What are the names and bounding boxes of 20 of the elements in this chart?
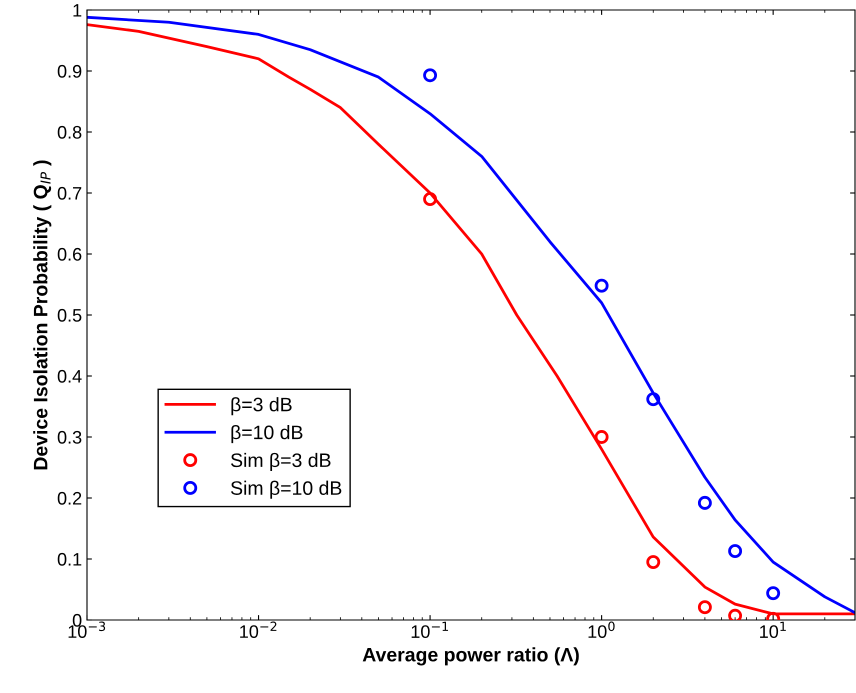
y-axis-title: Device Isolation Probability ( Q$_{IP}$ ) xyxy=(33,160,52,470)
y-tick-label: 1 xyxy=(73,4,82,17)
x-tick-label: 10$^{1}$ xyxy=(760,622,786,638)
x-tick-label: 10$^{0}$ xyxy=(588,622,615,638)
x-tick-label: 10$^{−2}$ xyxy=(240,622,276,638)
y-tick-label: 0.4 xyxy=(58,370,82,383)
x-axis-title: Average power ratio (Λ) xyxy=(362,647,579,666)
y-tick-label: 0.6 xyxy=(58,248,82,261)
y-tick-label: 0.2 xyxy=(58,492,82,505)
y-tick-label: 0.7 xyxy=(58,186,82,200)
legend-label: Sim β=3 dB xyxy=(230,452,331,471)
legend-label: Sim β=10 dB xyxy=(230,480,342,499)
y-tick-label: 0.1 xyxy=(58,552,82,566)
legend-label: β=10 dB xyxy=(231,424,302,444)
legend-label: β=3 dB xyxy=(231,397,292,416)
x-tick-label: 10$^{−1}$ xyxy=(412,622,448,638)
y-tick-label: 0.9 xyxy=(58,64,82,78)
y-tick-label: 0.8 xyxy=(58,126,82,139)
y-tick-label: 0.3 xyxy=(58,430,82,444)
y-tick-label: 0.5 xyxy=(58,308,82,322)
